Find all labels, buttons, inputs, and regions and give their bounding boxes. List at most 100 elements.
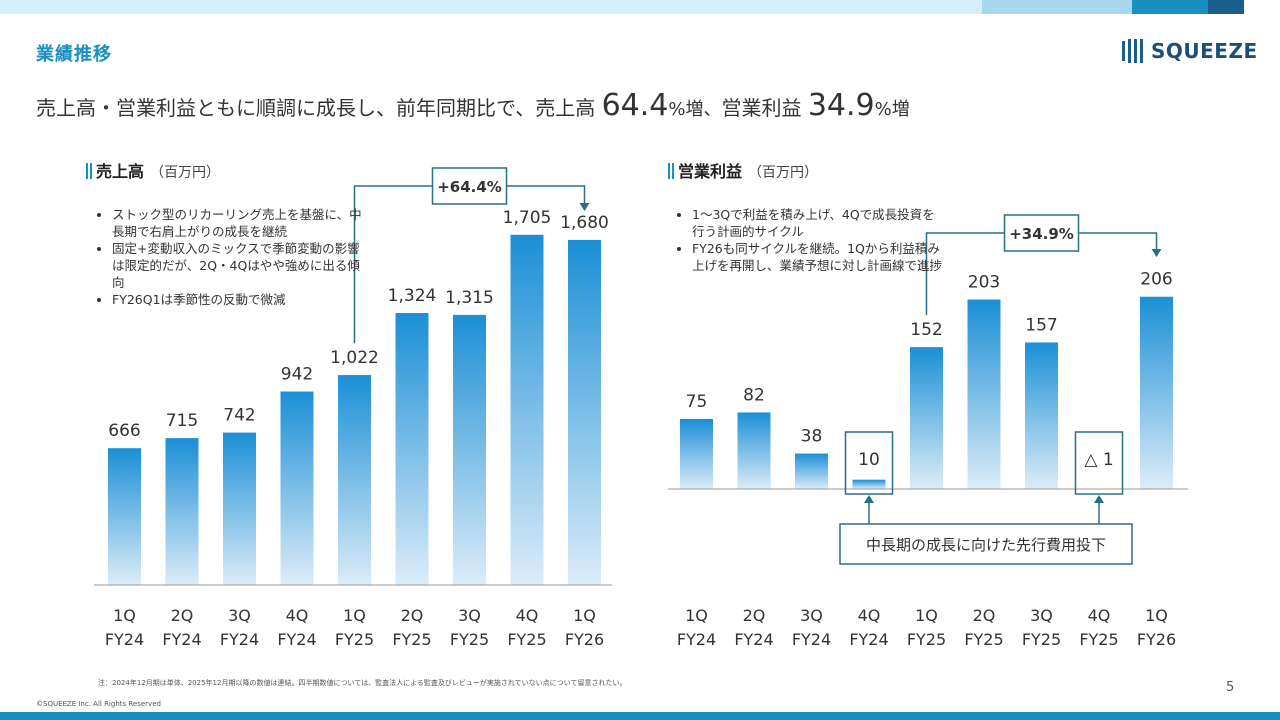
logo-text: SQUEEZE <box>1151 39 1258 63</box>
top-strip-light <box>0 0 982 14</box>
tick-label: FY25 <box>335 630 374 649</box>
page-number: 5 <box>1226 680 1235 695</box>
headline-prefix: 売上高・営業利益ともに順調に成長し、前年同期比で、売上高 <box>36 96 602 120</box>
tick-label: 2Q <box>743 606 766 625</box>
data-label: 38 <box>801 427 823 447</box>
tick-label: FY24 <box>849 630 888 649</box>
data-label: 1,315 <box>445 288 494 308</box>
tick-label: FY25 <box>1022 630 1061 649</box>
bar <box>568 239 601 585</box>
sales-growth-value: 64.4 <box>601 88 669 123</box>
sales-chart-title-text: 売上高 <box>96 162 145 181</box>
note-item: 1〜3Qで利益を積み上げ、4Qで成長投資を行う計画的サイクル <box>692 206 942 240</box>
data-label: 1,022 <box>330 348 379 368</box>
growth-badge <box>1003 214 1080 252</box>
tick-label: FY26 <box>1137 630 1176 649</box>
tick-label: 4Q <box>516 606 539 625</box>
tick-label: 3Q <box>1030 606 1053 625</box>
bar <box>680 419 713 489</box>
title-marker-icon <box>668 163 674 179</box>
tick-label: FY24 <box>105 630 144 649</box>
highlight-box <box>1074 431 1124 495</box>
tick-label: FY24 <box>277 630 316 649</box>
tick-label: 4Q <box>286 606 309 625</box>
data-label: 10 <box>858 450 880 470</box>
callout-text: 中長期の成長に向けた先行費用投下 <box>866 536 1106 554</box>
tick-label: 2Q <box>973 606 996 625</box>
bar <box>852 479 886 489</box>
arrow-up-icon <box>1094 495 1104 503</box>
tick-label: 2Q <box>171 606 194 625</box>
bar <box>223 432 256 585</box>
arrow-up-icon <box>864 495 874 503</box>
data-label: 715 <box>166 411 198 431</box>
data-label: 1,324 <box>388 286 437 306</box>
section-title: 業績推移 <box>36 44 112 65</box>
top-strip-mid <box>982 0 1132 14</box>
bar <box>510 234 544 585</box>
tick-label: 1Q <box>1145 606 1168 625</box>
tick-label: 1Q <box>915 606 938 625</box>
growth-badge-text: +34.9% <box>1009 225 1074 243</box>
data-label: 1,705 <box>503 208 552 228</box>
growth-badge <box>431 167 508 205</box>
data-label: 203 <box>968 273 1000 293</box>
logo-bars-icon <box>1122 39 1143 63</box>
tick-label: FY24 <box>792 630 831 649</box>
title-marker-icon <box>86 163 92 179</box>
bar <box>280 391 314 585</box>
tick-label: FY25 <box>907 630 946 649</box>
tick-label: 1Q <box>343 606 366 625</box>
tick-label: FY26 <box>565 630 604 649</box>
data-label: 942 <box>281 365 313 385</box>
callout-box <box>839 523 1133 565</box>
bar <box>795 453 828 489</box>
squeeze-logo: SQUEEZE <box>1122 36 1258 66</box>
data-label: 82 <box>743 385 765 405</box>
data-label: 206 <box>1140 270 1172 290</box>
profit-chart-title-text: 営業利益 <box>678 162 743 181</box>
arrow-head-icon <box>1151 249 1162 257</box>
headline-pct1: %増、 <box>668 99 722 120</box>
footnote: 注：2024年12月期は単体、2025年12月期以降の数値は連結。四半期数値につ… <box>98 679 627 687</box>
tick-label: FY25 <box>450 630 489 649</box>
tick-label: 2Q <box>401 606 424 625</box>
sales-notes: ストック型のリカーリング売上を基盤に、中長期で右肩上がりの成長を継続固定+変動収… <box>92 206 362 308</box>
profit-chart-unit: （百万円） <box>748 165 819 181</box>
tick-label: 3Q <box>800 606 823 625</box>
headline-mid: 営業利益 <box>721 96 808 120</box>
bar <box>338 375 371 585</box>
copyright: ©SQUEEZE Inc. All Rights Reserved <box>36 700 161 708</box>
data-label: 742 <box>223 406 255 426</box>
data-label: 666 <box>108 421 140 441</box>
growth-badge-text: +64.4% <box>437 178 502 196</box>
tick-label: 1Q <box>113 606 136 625</box>
data-label: 1,680 <box>560 213 609 233</box>
top-strip-dark <box>1208 0 1244 14</box>
tick-label: FY25 <box>964 630 1003 649</box>
profit-notes: 1〜3Qで利益を積み上げ、4Qで成長投資を行う計画的サイクルFY26も同サイクル… <box>672 206 942 274</box>
bar <box>453 314 486 585</box>
bar <box>910 347 943 489</box>
bar <box>395 313 429 585</box>
tick-label: 3Q <box>458 606 481 625</box>
bar <box>1140 296 1173 489</box>
profit-growth-value: 34.9 <box>807 88 875 123</box>
tick-label: FY25 <box>507 630 546 649</box>
tick-label: 4Q <box>1088 606 1111 625</box>
data-label: △ 1 <box>1084 450 1113 470</box>
bottom-band <box>0 712 1280 720</box>
headline: 売上高・営業利益ともに順調に成長し、前年同期比で、売上高 64.4%増、営業利益… <box>36 88 910 123</box>
bar <box>108 448 141 585</box>
tick-label: FY24 <box>162 630 201 649</box>
note-item: ストック型のリカーリング売上を基盤に、中長期で右肩上がりの成長を継続 <box>112 206 362 240</box>
bar <box>967 299 1001 489</box>
profit-chart-title: 営業利益 （百万円） <box>668 158 818 182</box>
top-strip-accent <box>1132 0 1208 14</box>
note-item: 固定+変動収入のミックスで季節変動の影響は限定的だが、2Q・4Qはやや強めに出る… <box>112 240 362 291</box>
data-label: 152 <box>910 320 942 340</box>
tick-label: 1Q <box>573 606 596 625</box>
note-item: FY26Q1は季節性の反動で微減 <box>112 291 362 308</box>
data-label: 157 <box>1025 315 1057 335</box>
